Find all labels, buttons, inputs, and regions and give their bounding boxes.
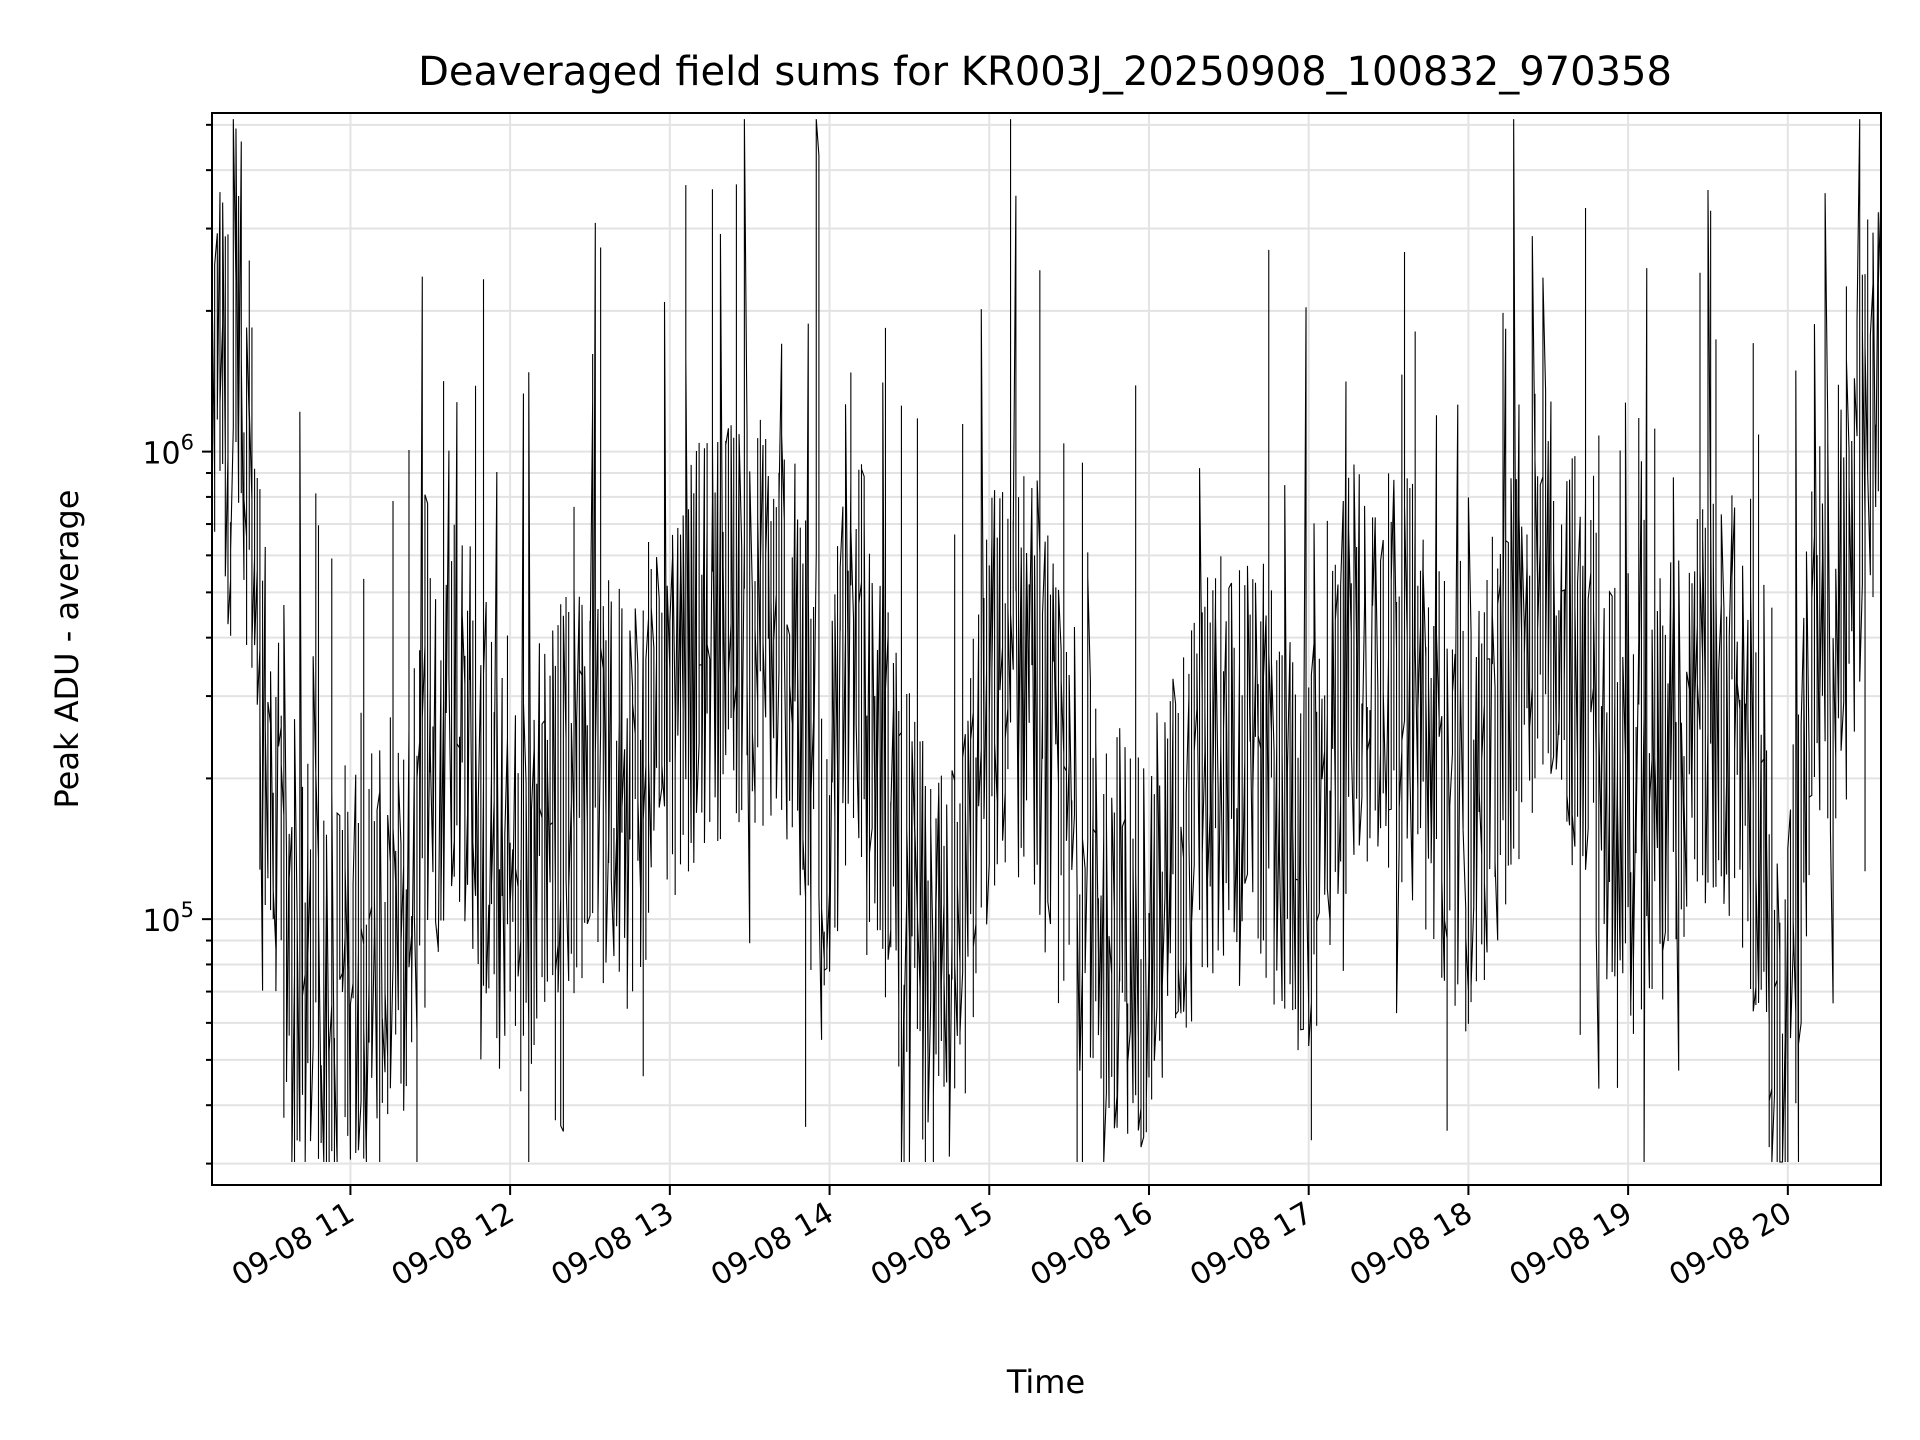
- x-tick-label: 09-08 18: [1344, 1196, 1478, 1294]
- x-tick-label: 09-08 16: [1025, 1196, 1159, 1294]
- x-tick-label: 09-08 19: [1504, 1196, 1638, 1294]
- y-tick-label: 106: [142, 431, 194, 472]
- x-tick-label: 09-08 17: [1184, 1196, 1318, 1294]
- grid: [212, 113, 1881, 1185]
- plot-frame: [211, 112, 1882, 1186]
- x-tick-label: 09-08 20: [1664, 1196, 1798, 1294]
- chart-title: Deaveraged field sums for KR003J_2025090…: [418, 49, 1672, 95]
- y-axis-label: Peak ADU - average: [48, 490, 86, 809]
- y-tick-label: 105: [142, 898, 194, 939]
- x-tick-label: 09-08 11: [226, 1196, 360, 1294]
- y-axis: 105 106: [142, 123, 212, 1165]
- x-axis-label: Time: [1006, 1363, 1085, 1401]
- x-tick-label: 09-08 12: [386, 1196, 520, 1294]
- x-tick-label: 09-08 13: [546, 1196, 680, 1294]
- series-line: [211, 119, 1882, 1163]
- series-group: [211, 119, 1882, 1163]
- x-tick-label: 09-08 14: [705, 1196, 839, 1294]
- x-axis: 09-08 11 09-08 12 09-08 13 09-08 14 09-08 15…: [226, 1185, 1798, 1293]
- x-tick-label: 09-08 15: [865, 1196, 999, 1294]
